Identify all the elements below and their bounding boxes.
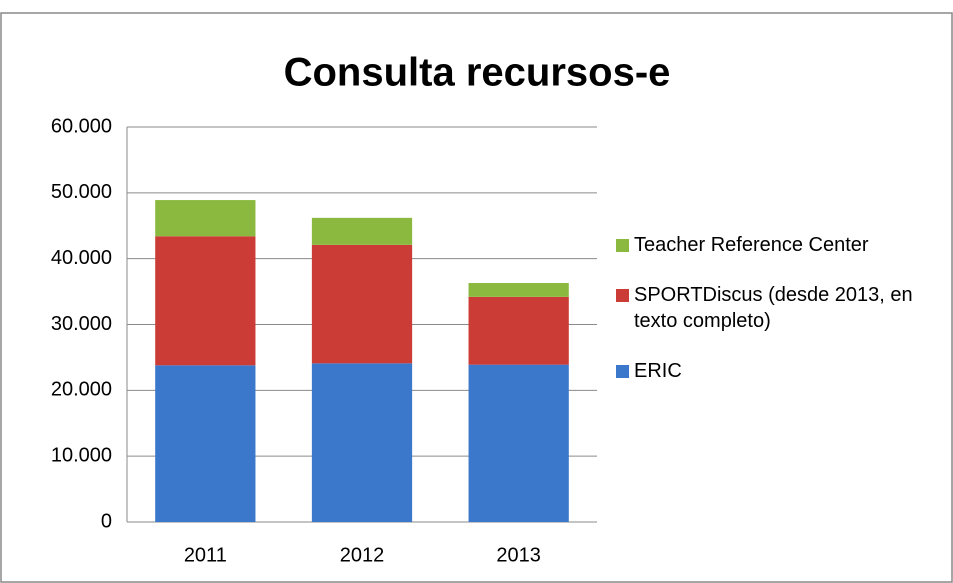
legend-label: Teacher Reference Center [634, 234, 869, 256]
bar-segment [311, 363, 413, 522]
legend-label: SPORTDiscus (desde 2013, en texto comple… [634, 284, 913, 332]
chart-title: Consulta recursos-e [284, 51, 671, 95]
y-tick-label: 50.000 [51, 181, 112, 203]
bar-segment [155, 365, 256, 522]
bar-segment [311, 217, 413, 245]
bar-segment [155, 200, 256, 237]
bar-segment [311, 244, 413, 364]
legend-swatch [616, 289, 629, 302]
y-tick-label: 60.000 [51, 115, 112, 137]
y-tick-label: 10.000 [51, 444, 112, 466]
legend-item: SPORTDiscus (desde 2013, en texto comple… [610, 282, 950, 334]
legend-item: ERIC [610, 358, 950, 384]
x-tick-label: 2013 [496, 544, 541, 566]
bar-segment [468, 364, 569, 522]
x-tick-label: 2011 [184, 544, 227, 566]
legend-swatch [616, 365, 629, 378]
bar-segment [155, 236, 256, 366]
y-tick-label: 20.000 [51, 379, 112, 401]
bar-segment [468, 283, 569, 297]
y-tick-label: 0 [101, 510, 112, 532]
y-tick-label: 30.000 [51, 313, 112, 335]
legend-label: ERIC [634, 360, 682, 382]
x-tick-label: 2012 [340, 544, 385, 566]
y-tick-label: 40.000 [51, 247, 112, 269]
legend-item: Teacher Reference Center [610, 232, 950, 258]
bar-segment [468, 296, 569, 365]
legend: Teacher Reference Center SPORTDiscus (des… [610, 232, 950, 408]
legend-swatch [616, 239, 629, 252]
